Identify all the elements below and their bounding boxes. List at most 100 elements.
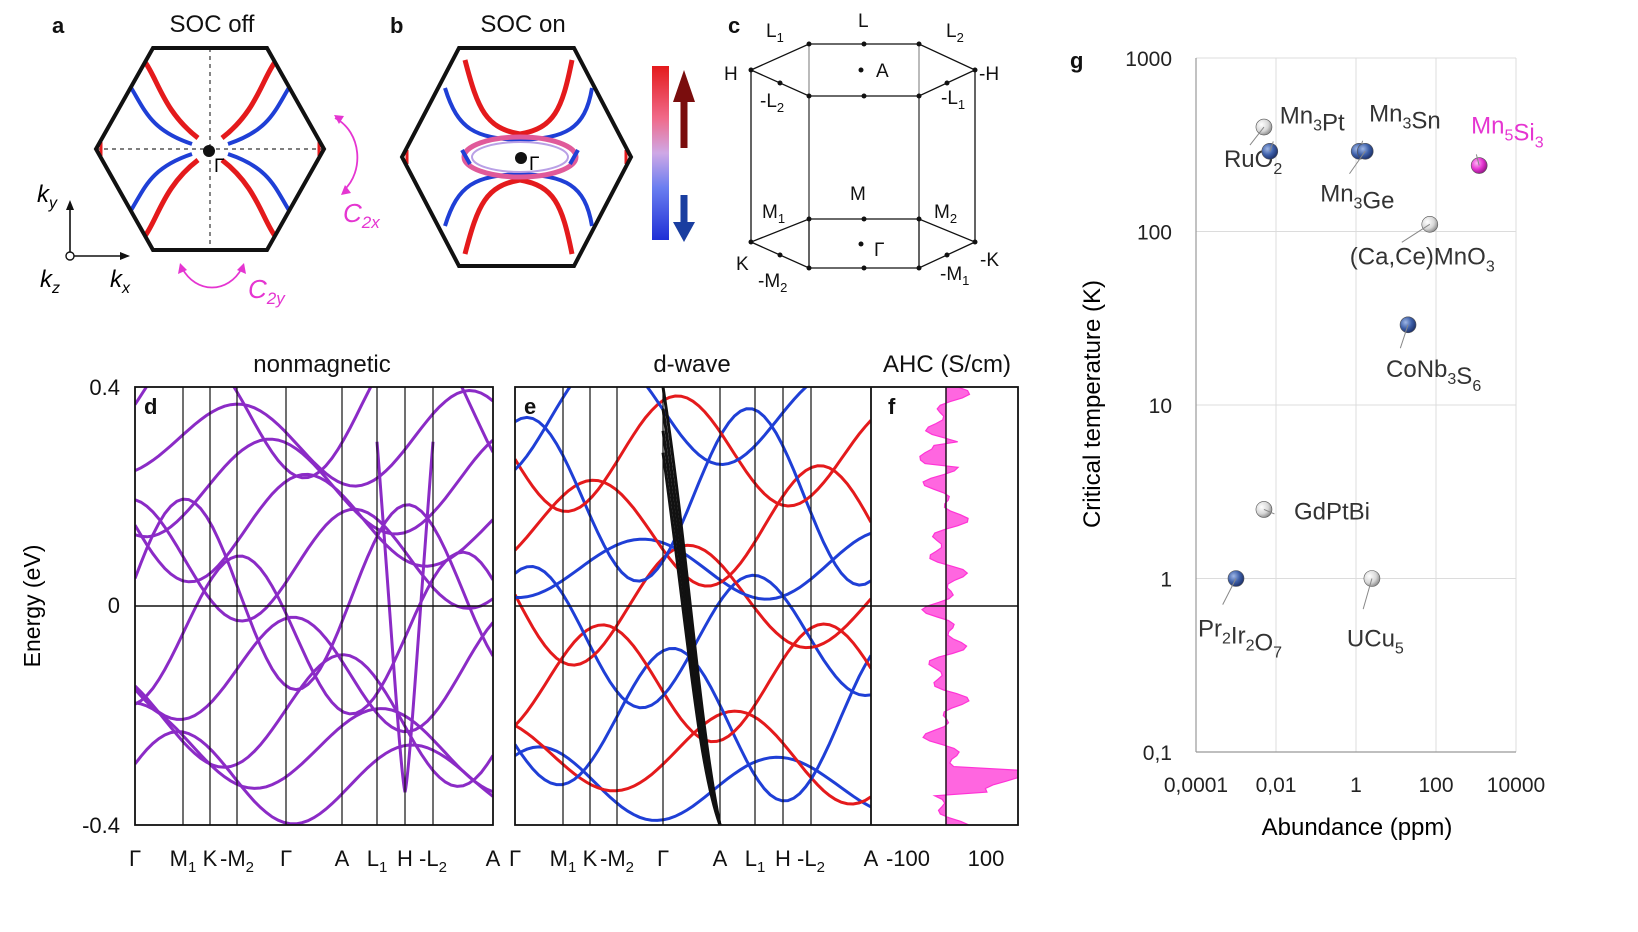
energy-tick-zero: 0 [108,593,120,618]
energy-tick-top: 0.4 [89,375,120,400]
panel-c [748,41,978,271]
kz-label: kz [40,266,60,297]
band-panels: nonmagnetic d-wave AHC (S/cm) Energy (eV… [19,351,1019,876]
brillouin-zone-hex-a [93,46,327,252]
bz-label-A: A [876,61,889,82]
c2y-arrow [181,267,243,289]
panel-letter-e: e [524,394,536,419]
band-line [515,394,871,513]
bz-label-L2: L2 [946,21,964,45]
kpath-label: -L2 [419,846,447,876]
panel-c-labels: c L1 L L2 H A -H -L2 -L1 M1 M M2 Γ K -M2… [724,11,999,295]
panel-d-title: nonmagnetic [253,351,390,378]
bz-label-L1: L1 [766,21,784,45]
kpath-label: Γ [509,846,521,871]
panel-letter-b: b [390,13,403,38]
panel-a-title: SOC off [170,11,255,38]
bands-dwave [515,387,871,825]
kpath-label: H [397,846,413,871]
c2y-label: C2y [248,274,286,308]
bz-label-M1: M1 [762,202,785,226]
bz-label-M: M [850,184,866,205]
panel-letter-g: g [1070,48,1083,73]
g-ytick: 1 [1160,569,1172,592]
scatter-label: Mn3Pt [1280,102,1345,136]
panel-b: b SOC on Γ [390,11,695,268]
g-xlabel: Abundance (ppm) [1262,814,1453,841]
scatter-label: Pr2Ir2O7 [1198,616,1282,662]
panel-letter-f: f [888,394,896,419]
kpath-tick-labels: Γ M1 K -M2 Γ A L1 H -L2 A Γ M1 K -M2 Γ A L1 H -L2 A [129,846,879,876]
gamma-label-b: Γ [529,154,539,175]
band-line [135,498,493,623]
bz-label-K: K [736,254,749,275]
scatter-label: Mn5Si3 [1471,113,1544,152]
band-line-degenerate [661,452,722,825]
band-line [135,550,493,716]
scatter-label: Mn3Ge [1320,180,1394,214]
band-line [135,388,493,488]
kpath-label: K [203,846,218,871]
g-ytick: 1000 [1125,48,1172,71]
kpath-label: H [775,846,791,871]
g-ylabel: Critical temperature (K) [1079,280,1106,528]
g-ytick: 0,1 [1143,742,1172,765]
scatter-label: UCu5 [1347,626,1404,658]
band-line [515,543,871,667]
panel-letter-c: c [728,13,740,38]
kpath-label: A [486,846,501,871]
panel-b-title: SOC on [480,11,565,38]
bz-label-L: L [858,11,869,32]
kpath-label: -L2 [797,846,825,876]
brillouin-zone-hex-b [399,46,634,268]
kpath-label: L1 [745,846,766,876]
kpath-label: -M2 [220,846,254,876]
bz-label-M2: M2 [934,202,957,226]
kpath-label: Γ [280,846,292,871]
kpath-label: -M2 [600,846,634,876]
energy-tick-bottom: -0.4 [82,813,120,838]
g-ytick: 10 [1149,395,1172,418]
ahc-tick-neg: -100 [886,846,930,871]
gamma-point-a [203,145,215,157]
bz-label-minus-L2: -L2 [760,91,784,115]
kpath-label: L1 [367,846,388,876]
ahc-tick-pos: 100 [968,846,1005,871]
scatter-label: Mn3Sn [1369,100,1441,134]
ahc-fill [919,387,1018,825]
kpath-label: A [713,846,728,871]
k-axes: ky kx kz [37,181,131,297]
kpath-label: Γ [657,846,669,871]
g-xtick: 1 [1350,774,1362,797]
bz-label-H: H [724,64,738,85]
g-ticks: 0,0001 0,01 1 100 10000 0,1 1 10 100 1000 [1125,48,1545,797]
band-line [515,464,871,588]
kpath-label: K [583,846,598,871]
kpath-label: Γ [129,846,141,871]
energy-axis-label: Energy (eV) [19,545,45,668]
bz-label-minus-M2: -M2 [758,271,787,295]
bz-label-minus-K: -K [980,250,999,271]
kpath-label: M1 [170,846,197,876]
panel-g: g 0,0001 0,01 1 100 10000 0,1 1 10 100 1000 Abund… [1070,48,1545,841]
band-line [515,407,871,587]
ky-label: ky [37,181,58,212]
g-xtick: 0,01 [1256,774,1297,797]
panel-a: a SOC off Γ ky kx kz [37,11,380,308]
bands-nonmagnetic [135,387,493,825]
band-line [515,531,871,601]
kpath-label: M1 [550,846,577,876]
bz-label-minus-M1: -M1 [940,264,969,288]
band-line [135,387,493,480]
bz-label-minus-H: -H [979,64,999,85]
panel-letter-d: d [144,394,157,419]
band-line [515,745,871,822]
gamma-point-b [515,152,527,164]
scatter-label: CoNb3S6 [1386,356,1481,395]
g-xtick: 100 [1418,774,1453,797]
c2x-label: C2x [343,198,380,232]
g-xtick: 0,0001 [1164,774,1228,797]
spin-colorbar [652,66,669,240]
